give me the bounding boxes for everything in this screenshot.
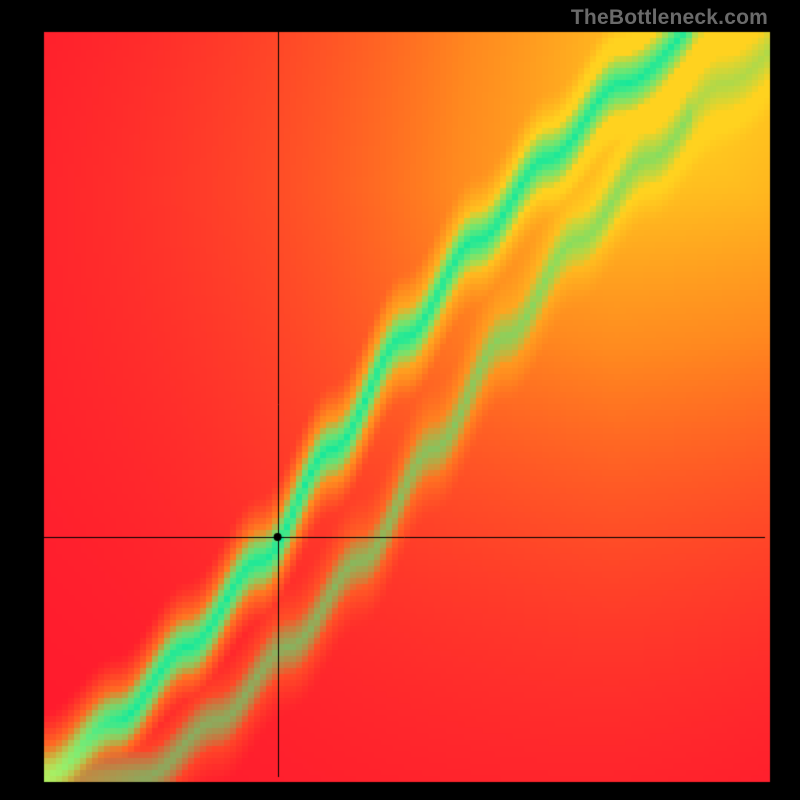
bottleneck-heatmap-canvas: [0, 0, 800, 800]
chart-container: TheBottleneck.com: [0, 0, 800, 800]
